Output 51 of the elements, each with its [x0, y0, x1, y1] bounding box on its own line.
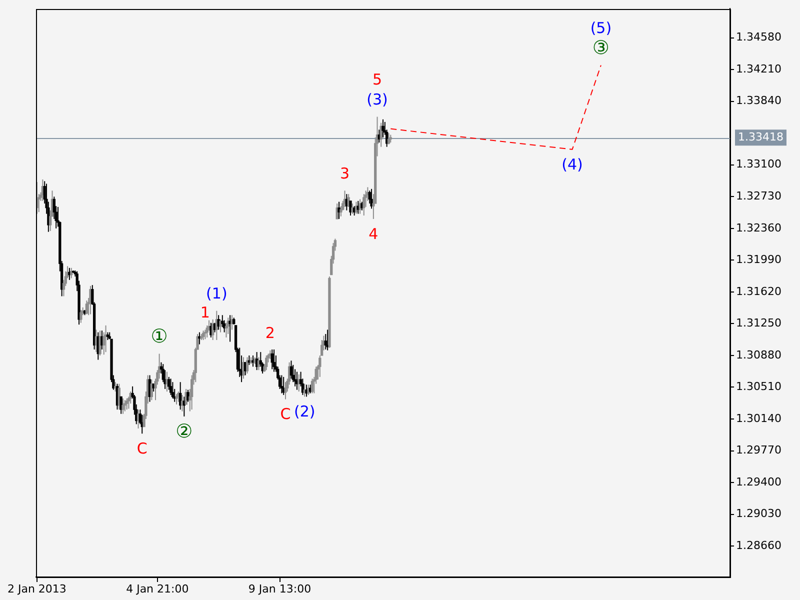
annotation: 5: [372, 70, 382, 89]
y-tick-label: 1.29030: [736, 507, 782, 520]
x-tick-label: 2 Jan 2013: [7, 582, 66, 596]
candlestick: [80, 309, 82, 324]
candlestick: [284, 382, 287, 400]
annotation: (5): [590, 19, 612, 38]
y-tick-label: 1.30880: [736, 348, 782, 362]
candlestick: [265, 354, 268, 371]
y-tick-label: 1.34580: [736, 30, 782, 44]
annotation: C: [280, 405, 291, 424]
y-tick-label: 1.31990: [736, 253, 782, 266]
ref-line-label: 1.33418: [738, 130, 784, 144]
candlestick: [370, 188, 373, 210]
annotation: 2: [265, 324, 275, 342]
annotation: (4): [562, 155, 583, 174]
candlestick: [171, 382, 174, 399]
candlestick: [362, 194, 366, 216]
annotation: (1): [206, 284, 228, 303]
annotation: 1: [200, 304, 210, 322]
y-tick-label: 1.30510: [736, 380, 782, 394]
y-tick-label: 1.29400: [736, 475, 782, 488]
candlestick: [246, 356, 249, 374]
y-tick-label: 1.30140: [736, 412, 782, 425]
candlestick: [122, 398, 124, 414]
annotation: 3: [340, 164, 350, 183]
x-tick-label: 4 Jan 21:00: [126, 582, 189, 596]
annotation: C: [136, 440, 148, 458]
y-tick-label: 1.31620: [736, 284, 782, 298]
candlestick: [98, 330, 102, 356]
candlestick: [186, 389, 190, 402]
x-tick-label: 9 Jan 13:00: [248, 582, 312, 596]
annotation: ①: [150, 326, 168, 348]
y-tick-label: 1.34210: [736, 62, 782, 76]
y-tick-label: 1.32360: [736, 221, 782, 234]
y-tick-label: 1.29770: [736, 444, 782, 457]
annotation: ③: [592, 37, 610, 60]
candlestick: [124, 400, 126, 412]
candlestick: [169, 378, 172, 396]
candlestick: [368, 190, 371, 204]
candlestick: [125, 398, 128, 410]
annotation: (3): [366, 90, 388, 109]
annotation: 4: [368, 224, 378, 243]
y-tick-label: 1.32730: [736, 189, 782, 202]
candlestick: [290, 360, 293, 380]
annotation: (2): [294, 402, 316, 421]
y-tick-label: 1.33840: [736, 94, 782, 108]
y-tick-label: 1.33100: [736, 158, 782, 171]
annotation: ②: [176, 420, 193, 442]
y-tick-label: 1.28660: [736, 538, 782, 552]
y-tick-label: 1.31250: [736, 316, 782, 330]
candlestick: [294, 368, 296, 387]
